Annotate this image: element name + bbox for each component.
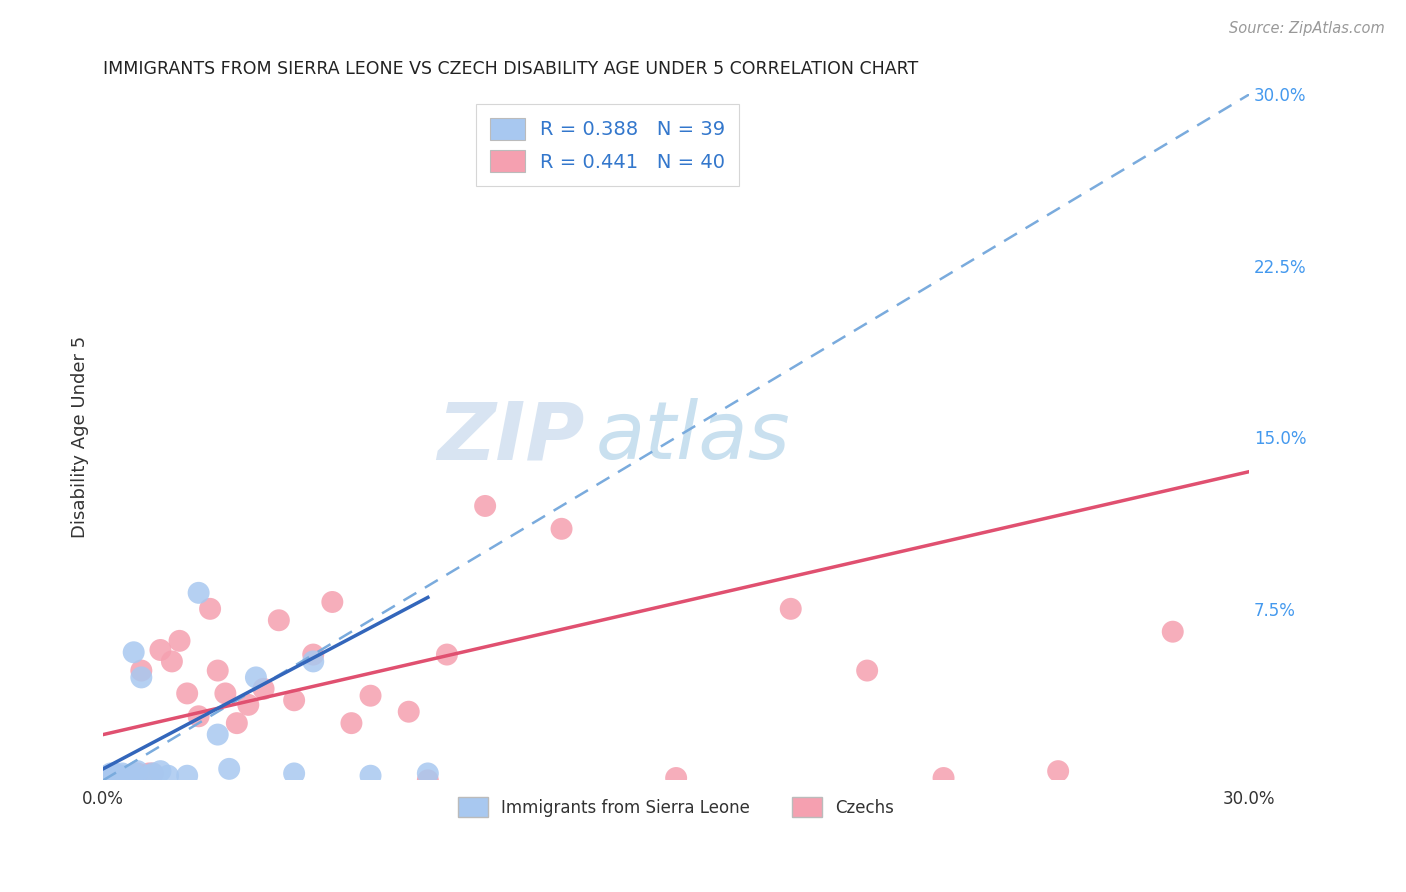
Point: [122, 766, 145, 780]
Point: [198, 602, 221, 616]
Point: [474, 499, 496, 513]
Point: [302, 648, 325, 662]
Point: [187, 709, 209, 723]
Y-axis label: Disability Age Under 5: Disability Age Under 5: [72, 336, 89, 539]
Point: [932, 771, 955, 785]
Point: [176, 769, 198, 783]
Point: [238, 698, 260, 712]
Point: [245, 670, 267, 684]
Point: [665, 771, 688, 785]
Point: [118, 769, 141, 783]
Point: [96, 771, 118, 785]
Point: [218, 762, 240, 776]
Point: [138, 769, 160, 783]
Point: [398, 705, 420, 719]
Point: [252, 681, 274, 696]
Point: [100, 771, 122, 785]
Text: Source: ZipAtlas.com: Source: ZipAtlas.com: [1229, 21, 1385, 36]
Point: [96, 771, 118, 785]
Point: [107, 769, 129, 783]
Point: [225, 716, 247, 731]
Point: [104, 771, 127, 785]
Point: [283, 766, 305, 780]
Point: [115, 771, 138, 785]
Point: [111, 769, 134, 783]
Point: [340, 716, 363, 731]
Point: [214, 686, 236, 700]
Point: [96, 769, 118, 783]
Point: [122, 645, 145, 659]
Point: [283, 693, 305, 707]
Point: [104, 769, 127, 783]
Point: [122, 769, 145, 783]
Point: [1047, 764, 1070, 779]
Point: [360, 769, 382, 783]
Point: [104, 766, 127, 780]
Text: ZIP: ZIP: [437, 399, 585, 476]
Point: [142, 766, 165, 780]
Point: [118, 769, 141, 783]
Point: [267, 613, 290, 627]
Point: [169, 633, 191, 648]
Point: [111, 771, 134, 785]
Legend: Immigrants from Sierra Leone, Czechs: Immigrants from Sierra Leone, Czechs: [451, 791, 901, 823]
Point: [176, 686, 198, 700]
Point: [100, 766, 122, 780]
Point: [131, 670, 153, 684]
Point: [127, 764, 149, 779]
Point: [207, 664, 229, 678]
Point: [111, 769, 134, 783]
Point: [160, 654, 183, 668]
Point: [111, 766, 134, 780]
Point: [96, 771, 118, 785]
Point: [107, 771, 129, 785]
Point: [187, 586, 209, 600]
Point: [779, 602, 801, 616]
Point: [111, 771, 134, 785]
Point: [115, 769, 138, 783]
Point: [107, 771, 129, 785]
Point: [360, 689, 382, 703]
Point: [131, 664, 153, 678]
Point: [321, 595, 343, 609]
Point: [149, 764, 172, 779]
Point: [157, 769, 180, 783]
Point: [107, 769, 129, 783]
Point: [138, 766, 160, 780]
Point: [100, 769, 122, 783]
Point: [127, 766, 149, 780]
Point: [856, 664, 879, 678]
Point: [207, 728, 229, 742]
Text: atlas: atlas: [596, 399, 790, 476]
Text: IMMIGRANTS FROM SIERRA LEONE VS CZECH DISABILITY AGE UNDER 5 CORRELATION CHART: IMMIGRANTS FROM SIERRA LEONE VS CZECH DI…: [103, 60, 918, 78]
Point: [550, 522, 572, 536]
Point: [142, 766, 165, 780]
Point: [302, 654, 325, 668]
Point: [100, 771, 122, 785]
Point: [149, 643, 172, 657]
Point: [104, 771, 127, 785]
Point: [118, 771, 141, 785]
Point: [100, 769, 122, 783]
Point: [115, 771, 138, 785]
Point: [1161, 624, 1184, 639]
Point: [436, 648, 458, 662]
Point: [416, 773, 439, 788]
Point: [416, 766, 439, 780]
Point: [104, 771, 127, 785]
